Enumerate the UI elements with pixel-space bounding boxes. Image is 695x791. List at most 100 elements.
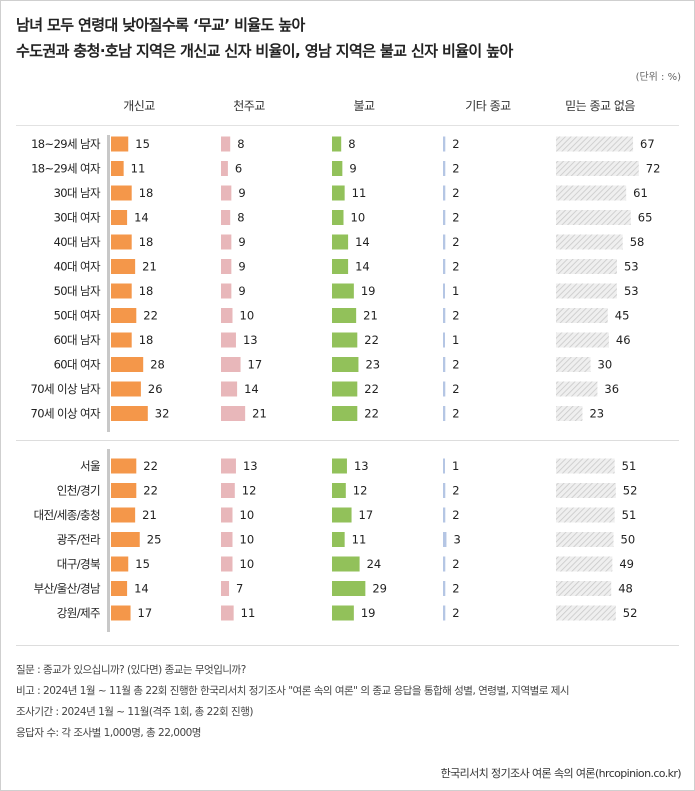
value-label-none: 49: [619, 557, 634, 571]
bar-none: [556, 556, 613, 572]
value-label-protestant: 21: [142, 508, 157, 522]
value-label-protestant: 28: [150, 358, 165, 372]
value-label-buddhist: 12: [353, 484, 368, 498]
bar-buddhist: [332, 308, 357, 323]
value-label-other: 2: [452, 162, 459, 176]
chart-title: 남녀 모두 연령대 낮아질수록 ‘무교’ 비율도 높아: [16, 16, 305, 34]
value-label-other: 1: [452, 333, 459, 347]
bar-other: [443, 308, 446, 323]
value-label-protestant: 14: [134, 211, 149, 225]
value-label-catholic: 12: [242, 484, 257, 498]
bar-protestant: [111, 210, 128, 225]
bar-catholic: [221, 161, 228, 176]
bar-catholic: [221, 259, 232, 274]
bar-protestant: [111, 507, 136, 523]
group-divider: [16, 440, 679, 441]
value-label-none: 48: [618, 582, 633, 596]
value-label-other: 1: [452, 459, 459, 473]
bar-buddhist: [332, 234, 349, 250]
bar-buddhist: [332, 210, 344, 225]
value-label-protestant: 15: [135, 137, 150, 151]
bar-none: [556, 332, 609, 348]
footer-period: 조사기간 : 2024년 1월 ~ 11월(격주 1회, 총 22회 진행): [16, 706, 253, 718]
bar-none: [556, 283, 617, 299]
value-label-other: 2: [452, 137, 459, 151]
bar-none: [556, 406, 583, 421]
bar-protestant: [111, 605, 131, 621]
value-label-catholic: 10: [240, 557, 255, 571]
row-label: 대전/세종/충청: [34, 508, 100, 522]
bar-none: [556, 136, 634, 152]
bar-other: [443, 458, 445, 474]
value-label-buddhist: 23: [365, 358, 380, 372]
row-label: 30대 남자: [54, 186, 101, 200]
bar-buddhist: [332, 136, 342, 152]
value-label-buddhist: 22: [364, 407, 379, 421]
row-label: 부산/울산/경남: [34, 582, 101, 596]
value-label-none: 23: [589, 407, 604, 421]
bar-protestant: [111, 458, 137, 474]
value-label-protestant: 22: [143, 309, 158, 323]
bar-buddhist: [332, 259, 349, 274]
bar-buddhist: [332, 483, 346, 498]
value-label-none: 58: [630, 235, 645, 249]
bar-protestant: [111, 259, 136, 274]
value-label-catholic: 9: [238, 260, 245, 274]
row-label: 강원/제주: [57, 606, 100, 620]
value-label-buddhist: 29: [372, 582, 387, 596]
value-label-protestant: 15: [135, 557, 150, 571]
column-header-catholic: 천주교: [233, 99, 265, 113]
bar-none: [556, 532, 614, 547]
footer-respondents: 응답자 수: 각 조사별 1,000명, 총 22,000명: [16, 727, 201, 739]
value-label-none: 53: [624, 260, 639, 274]
value-label-other: 2: [452, 260, 459, 274]
bar-none: [556, 605, 616, 621]
bar-protestant: [111, 381, 141, 397]
bar-other: [443, 210, 446, 225]
unit-label: (단위 : %): [635, 72, 681, 83]
bar-protestant: [111, 161, 124, 176]
value-label-catholic: 9: [238, 284, 245, 298]
value-label-none: 52: [623, 484, 638, 498]
value-label-other: 2: [452, 309, 459, 323]
bar-other: [443, 406, 446, 421]
bar-protestant: [111, 185, 132, 201]
bar-protestant: [111, 332, 132, 348]
value-label-other: 3: [453, 533, 460, 547]
value-label-buddhist: 11: [352, 186, 367, 200]
bar-other: [443, 161, 446, 176]
value-label-none: 53: [624, 284, 639, 298]
value-label-buddhist: 17: [359, 508, 374, 522]
value-label-none: 72: [646, 162, 661, 176]
value-label-buddhist: 10: [351, 211, 366, 225]
chart-subtitle: 수도권과 충청·호남 지역은 개신교 신자 비율이, 영남 지역은 불교 신자 …: [16, 42, 513, 60]
bar-none: [556, 308, 608, 323]
value-label-protestant: 11: [131, 162, 146, 176]
axis-line-region: [107, 449, 110, 632]
value-label-none: 46: [616, 333, 631, 347]
bar-buddhist: [332, 458, 347, 474]
bar-protestant: [111, 532, 140, 547]
row-label: 18~29세 남자: [31, 137, 101, 151]
value-label-other: 2: [452, 557, 459, 571]
bar-other: [443, 332, 445, 348]
value-label-none: 30: [598, 358, 613, 372]
row-label: 40대 남자: [54, 235, 101, 249]
bar-other: [443, 483, 446, 498]
value-label-buddhist: 9: [349, 162, 356, 176]
footer-divider: [16, 645, 679, 646]
bar-none: [556, 483, 616, 498]
bar-catholic: [221, 605, 234, 621]
value-label-buddhist: 8: [348, 137, 355, 151]
footer-note: 비고 : 2024년 1월 ~ 11월 총 22회 진행한 한국리서치 정기조사…: [16, 685, 570, 697]
value-label-protestant: 18: [139, 333, 154, 347]
value-label-catholic: 9: [238, 235, 245, 249]
bar-catholic: [221, 332, 236, 348]
value-label-catholic: 6: [235, 162, 242, 176]
bar-catholic: [221, 357, 241, 372]
bar-buddhist: [332, 406, 358, 421]
bar-catholic: [221, 234, 232, 250]
bar-buddhist: [332, 332, 358, 348]
bar-protestant: [111, 234, 132, 250]
bar-none: [556, 507, 615, 523]
